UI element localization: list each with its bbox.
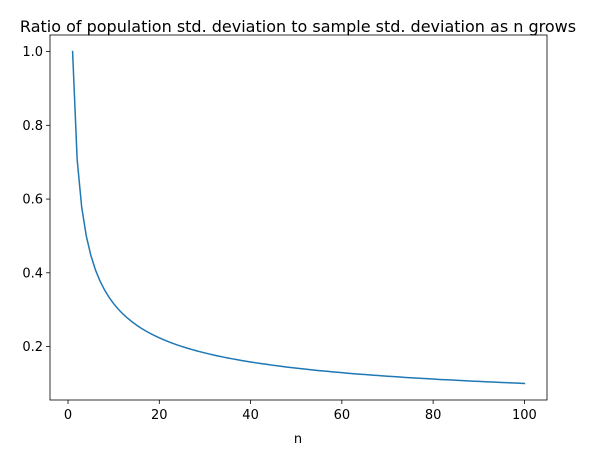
series-line bbox=[71, 50, 526, 385]
y-tick-label: 0.2 bbox=[22, 340, 43, 355]
x-tick-label: 100 bbox=[512, 408, 537, 423]
x-tick-label: 80 bbox=[425, 408, 442, 423]
x-axis-label: n bbox=[294, 432, 302, 447]
x-tick-label: 40 bbox=[242, 408, 259, 423]
y-tick-label: 1.0 bbox=[22, 45, 43, 60]
y-tick-label: 0.8 bbox=[22, 119, 43, 134]
y-tick-label: 0.4 bbox=[22, 266, 43, 281]
y-tick-label: 0.6 bbox=[22, 193, 43, 208]
chart-title: Ratio of population std. deviation to sa… bbox=[20, 17, 576, 36]
y-axis: 0.2 0.4 0.6 0.8 1.0 bbox=[22, 45, 50, 355]
plot-frame bbox=[49, 34, 548, 401]
plot-area: 0 20 40 60 80 100 0.2 0.4 0.6 0.8 1.0 bbox=[22, 34, 548, 423]
x-axis: 0 20 40 60 80 100 bbox=[64, 400, 537, 423]
x-tick-label: 60 bbox=[334, 408, 351, 423]
x-tick-label: 0 bbox=[64, 408, 72, 423]
x-tick-label: 20 bbox=[151, 408, 168, 423]
